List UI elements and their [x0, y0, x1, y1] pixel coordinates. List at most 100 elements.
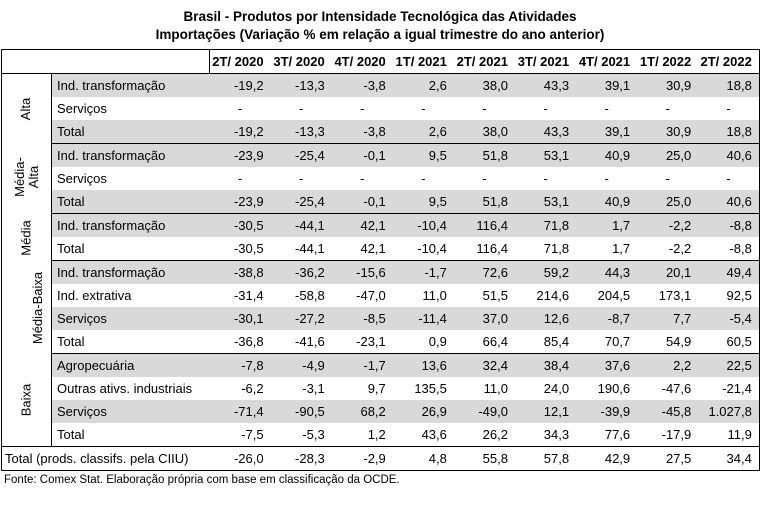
value-cell: -13,3	[270, 73, 332, 97]
value-cell: -	[482, 171, 487, 186]
value-cell: -	[698, 97, 760, 120]
value-cell: 34,3	[514, 423, 577, 447]
group-label-cell: Baixa	[1, 353, 52, 447]
value-cell: 26,2	[453, 423, 515, 447]
value-cell: -36,8	[209, 330, 271, 354]
table-row: Outras ativs. industriais -6,2 -3,1 9,7 135,…	[2, 377, 760, 400]
value-cell: 11,0	[483, 381, 508, 396]
column-header: 3T/ 2020	[270, 49, 332, 74]
value-cell: -1,7	[392, 260, 454, 284]
table-row: Total -36,8 -41,6 -23,1 0,9 66,4 85,4 70,7 54,9 6…	[2, 330, 760, 354]
row-label: Ind. transformação	[51, 260, 210, 284]
value-cell: -13,3	[270, 120, 332, 144]
grand-total-value: 57,8	[514, 446, 577, 471]
value-cell: -19,2	[209, 120, 271, 144]
grand-total-value: 55,8	[453, 446, 515, 471]
table-row: Serviços - - - - - - - - -	[2, 97, 760, 120]
value-cell: -0,1	[331, 190, 393, 214]
value-cell: -30,5	[209, 213, 271, 237]
value-cell: 2,2	[637, 353, 699, 377]
value-cell: 42,1	[331, 237, 393, 261]
value-cell: 18,8	[698, 120, 760, 144]
value-cell: -10,4	[392, 237, 454, 261]
column-header: 1T/ 2022	[637, 49, 699, 74]
value-cell: 24,0	[543, 381, 570, 396]
value-cell: 53,1	[514, 143, 577, 167]
value-cell: 11,0	[422, 288, 447, 303]
grand-total-value: -2,9	[331, 446, 393, 471]
value-cell: 204,5	[597, 288, 631, 303]
table-row: Média- Alta Ind. transformação -23,9 -25,4 -0…	[1, 143, 760, 214]
group-label: Média	[18, 219, 34, 256]
value-cell: 42,1	[331, 213, 393, 237]
table-row: Média-Baixa Ind. transformação -38,8 -36,2-…	[1, 260, 760, 354]
value-cell: 51,8	[453, 143, 515, 167]
value-cell: -7,8	[209, 353, 271, 377]
value-cell: 68,2	[331, 400, 393, 423]
row-label: Ind. transformação	[51, 73, 210, 97]
value-cell: -10,4	[392, 213, 454, 237]
value-cell: -15,6	[331, 260, 393, 284]
value-cell: -3,1	[302, 381, 325, 396]
row-label: Total	[51, 330, 210, 354]
column-header: 3T/ 2021	[514, 49, 577, 74]
value-cell: -2,2	[637, 237, 699, 261]
value-cell: -17,9	[637, 423, 699, 447]
value-cell: -23,1	[331, 330, 393, 354]
value-cell: 70,7	[576, 330, 638, 354]
table-row: Baixa Agropecuária -7,8 -4,9 -1,7 13,6 32,4 38,…	[1, 353, 760, 447]
value-cell: -71,4	[209, 400, 271, 423]
value-cell: 2,6	[392, 73, 454, 97]
value-cell: 190,6	[597, 381, 631, 396]
grand-total-value: -28,3	[270, 446, 332, 471]
value-cell: 37,0	[453, 307, 515, 330]
value-cell: -31,4	[233, 288, 264, 303]
value-cell: -1,7	[331, 353, 393, 377]
source-note: Fonte: Comex Stat. Elaboração própria co…	[4, 474, 400, 486]
value-cell: -90,5	[270, 400, 332, 423]
value-cell: 37,6	[576, 353, 638, 377]
group-label-cell: Média-Baixa	[1, 260, 52, 354]
value-cell: 66,4	[453, 330, 515, 354]
column-header: 4T/ 2020	[331, 49, 393, 74]
value-cell: -	[298, 101, 304, 116]
value-cell: 71,8	[514, 213, 577, 237]
value-cell: -36,2	[270, 260, 332, 284]
table-row: Total -19,2 -13,3 -3,8 2,6 38,0 43,3 39,1 30,9 18…	[2, 120, 760, 144]
value-cell: -41,6	[270, 330, 332, 354]
value-cell: 54,9	[637, 330, 699, 354]
row-label: Ind. extrativa	[57, 288, 132, 303]
row-label: Ind. transformação	[51, 143, 210, 167]
table-row: Serviços - - - - - - - - -	[2, 167, 760, 190]
row-label: Outras ativs. industriais	[57, 381, 193, 396]
table-title-line2: Importações (Variação % em relação a igu…	[155, 27, 605, 42]
grand-total-value: -26,0	[209, 446, 271, 471]
value-cell: 60,5	[698, 330, 760, 354]
row-label: Serviços	[51, 307, 210, 330]
value-cell: -	[298, 171, 304, 186]
value-cell: 39,1	[576, 120, 638, 144]
value-cell: -4,9	[270, 353, 332, 377]
value-cell: -2,2	[637, 213, 699, 237]
row-label: Total	[51, 190, 210, 214]
group-label: Média-Baixa	[30, 271, 46, 344]
value-cell: -5,3	[270, 423, 332, 447]
row-label: Total	[51, 120, 210, 144]
value-cell: 1.027,8	[698, 400, 760, 423]
value-cell: 30,9	[637, 120, 699, 144]
row-label: Serviços	[57, 171, 107, 186]
value-cell: -3,8	[331, 120, 393, 144]
value-cell: -6,2	[241, 381, 264, 396]
value-cell: 40,6	[698, 143, 760, 167]
table-row: Serviços -71,4 -90,5 68,2 26,9 -49,0 12,1 -39,9…	[2, 400, 760, 423]
group-label: Alta	[18, 98, 34, 121]
value-cell: 22,5	[698, 353, 760, 377]
value-cell: -5,4	[698, 307, 760, 330]
value-cell: -8,7	[576, 307, 638, 330]
value-cell: -0,1	[331, 143, 393, 167]
table-row: Ind. extrativa -31,4 -58,8 -47,0 11,0 51,5 214…	[2, 284, 760, 307]
value-cell: -49,0	[453, 400, 515, 423]
value-cell: -25,4	[270, 143, 332, 167]
row-label: Total	[51, 237, 210, 261]
group-label: Baixa	[18, 383, 34, 417]
